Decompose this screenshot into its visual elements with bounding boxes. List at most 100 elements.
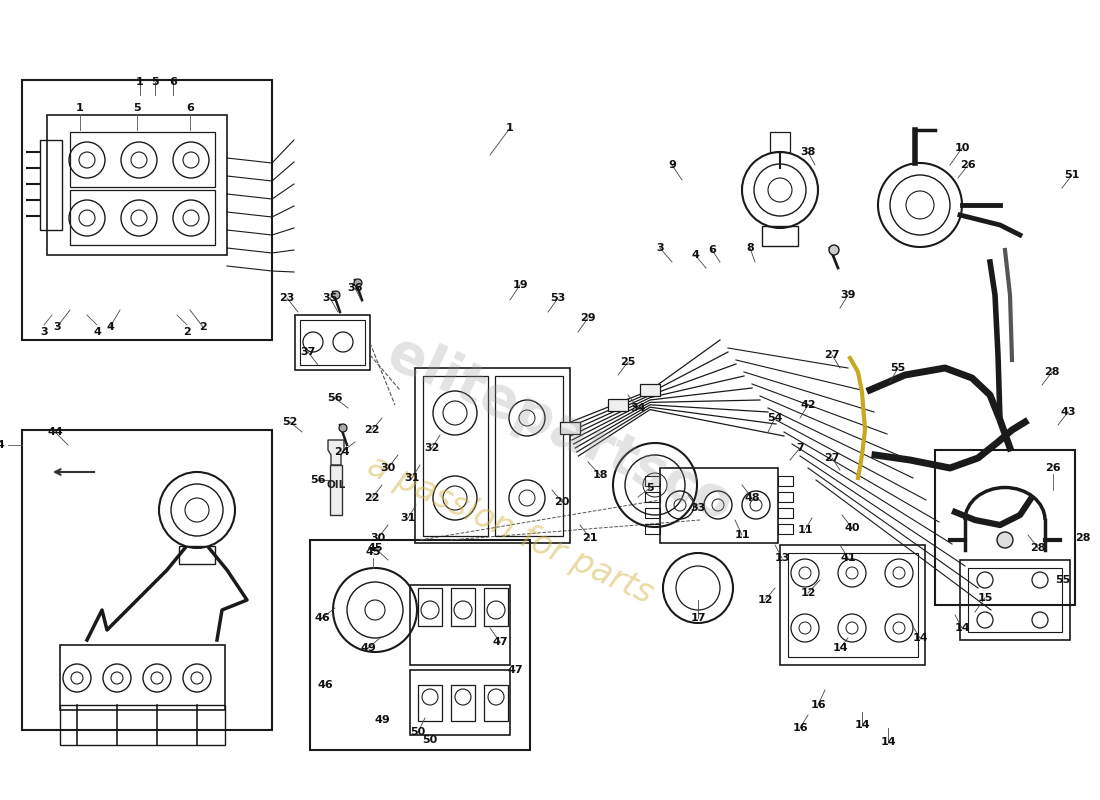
Bar [960, 560, 1070, 640]
Bar [424, 376, 488, 536]
Circle shape [354, 279, 362, 287]
Text: 21: 21 [582, 533, 597, 543]
Text: 25: 25 [620, 357, 636, 367]
Text: elitepartsco: elitepartsco [378, 326, 741, 534]
Bar [410, 670, 510, 735]
Text: 4: 4 [106, 322, 114, 332]
Bar [770, 132, 790, 152]
Text: 35: 35 [322, 293, 338, 303]
Text: 18: 18 [592, 470, 607, 480]
Bar [418, 685, 442, 721]
Text: 44: 44 [0, 440, 4, 450]
Text: 1: 1 [136, 77, 144, 87]
Text: 55: 55 [890, 363, 905, 373]
Bar [778, 492, 793, 502]
Circle shape [339, 424, 346, 432]
Bar [640, 384, 660, 396]
Text: 46: 46 [317, 680, 333, 690]
Text: 16: 16 [792, 723, 807, 733]
Polygon shape [330, 465, 342, 515]
Bar [179, 546, 214, 564]
Text: 41: 41 [840, 553, 856, 563]
Text: 5: 5 [646, 483, 653, 493]
Text: 53: 53 [550, 293, 565, 303]
Text: 14: 14 [833, 643, 848, 653]
Text: 10: 10 [955, 143, 970, 153]
Bar [968, 568, 1062, 632]
Text: 33: 33 [691, 503, 705, 513]
Text: 27: 27 [824, 453, 839, 463]
Text: 54: 54 [768, 413, 783, 423]
Text: 11: 11 [735, 530, 750, 540]
Text: 12: 12 [801, 588, 816, 598]
Text: 11: 11 [798, 525, 813, 535]
Bar [451, 588, 475, 626]
Text: 55: 55 [1055, 575, 1070, 585]
Text: 3: 3 [41, 327, 47, 337]
Bar [935, 450, 1075, 605]
Bar [608, 399, 628, 411]
Text: 4: 4 [94, 327, 101, 337]
Circle shape [829, 245, 839, 255]
Text: OIL: OIL [327, 480, 345, 490]
Text: 45: 45 [365, 547, 381, 557]
Text: 22: 22 [364, 425, 380, 435]
Bar [762, 226, 798, 246]
Circle shape [332, 291, 340, 299]
Text: 46: 46 [315, 613, 330, 623]
Text: 32: 32 [425, 443, 440, 453]
Text: 50: 50 [410, 727, 426, 737]
Text: 12: 12 [757, 595, 772, 605]
Bar [484, 588, 508, 626]
Bar [451, 685, 475, 721]
Text: 14: 14 [912, 633, 927, 643]
Text: 40: 40 [845, 523, 860, 533]
Bar [788, 553, 918, 657]
Bar [300, 320, 365, 365]
Bar [60, 645, 226, 710]
Text: 26: 26 [960, 160, 976, 170]
Text: 34: 34 [630, 403, 646, 413]
Bar [778, 524, 793, 534]
Bar [780, 545, 925, 665]
Text: 6: 6 [186, 103, 194, 113]
Text: 20: 20 [554, 497, 570, 507]
Bar [295, 315, 370, 370]
Text: 49: 49 [374, 715, 389, 725]
Bar [778, 508, 793, 518]
Text: 45: 45 [367, 543, 383, 553]
Text: 30: 30 [381, 463, 396, 473]
Text: 19: 19 [513, 280, 528, 290]
Text: 5: 5 [133, 103, 141, 113]
Text: 28: 28 [1031, 543, 1046, 553]
Bar [70, 132, 214, 187]
Text: 13: 13 [774, 553, 790, 563]
Circle shape [997, 532, 1013, 548]
Bar [70, 190, 214, 245]
Bar [645, 492, 660, 502]
Bar [40, 140, 62, 230]
Text: 47: 47 [492, 637, 508, 647]
Text: 17: 17 [691, 613, 706, 623]
Text: 4: 4 [691, 250, 698, 260]
Text: 16: 16 [811, 700, 826, 710]
Bar [778, 476, 793, 486]
Bar [645, 524, 660, 534]
Text: 56: 56 [310, 475, 326, 485]
Text: 27: 27 [824, 350, 839, 360]
Text: 43: 43 [1060, 407, 1076, 417]
Text: 26: 26 [1045, 463, 1060, 473]
Bar [560, 422, 580, 434]
Bar [310, 540, 530, 750]
Text: 52: 52 [283, 417, 298, 427]
Text: 1: 1 [506, 123, 514, 133]
Text: a passion for parts: a passion for parts [362, 450, 658, 610]
Text: 28: 28 [1044, 367, 1059, 377]
Text: 7: 7 [796, 443, 804, 453]
Text: 9: 9 [668, 160, 675, 170]
Bar [47, 115, 227, 255]
Text: 24: 24 [334, 447, 350, 457]
Text: 5: 5 [151, 77, 158, 87]
Text: 56: 56 [328, 393, 343, 403]
Bar [410, 585, 510, 665]
